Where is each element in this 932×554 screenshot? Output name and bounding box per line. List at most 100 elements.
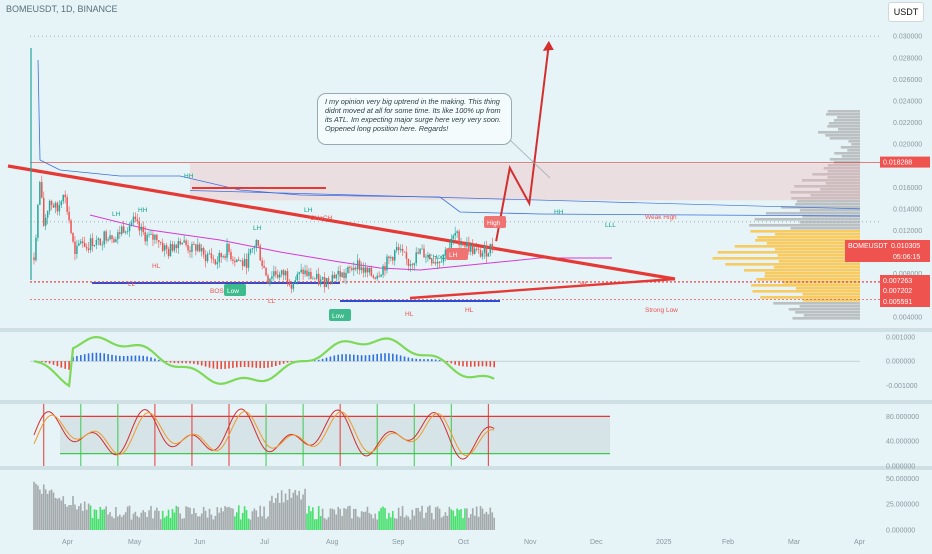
volume-profile-bar	[753, 290, 860, 293]
projection-arrowhead	[543, 41, 554, 51]
volume-axis-tick: 25.000000	[886, 502, 919, 509]
candle-body	[59, 205, 61, 211]
candle-body	[490, 244, 492, 253]
volume-bar	[267, 516, 269, 530]
volume-bar	[415, 508, 417, 530]
candle-body	[318, 274, 320, 285]
volume-bar	[37, 486, 39, 530]
annotation-note[interactable]: I my opinion very big uptrend in the mak…	[317, 93, 512, 145]
volume-bar	[367, 507, 369, 530]
volume-bar	[378, 511, 380, 530]
volume-bar	[195, 513, 197, 530]
label-choch: CHoCH	[310, 215, 333, 222]
x-axis-tick: Apr	[854, 539, 866, 546]
volume-bar	[351, 518, 353, 530]
candle-body	[84, 243, 86, 247]
candle-body	[297, 274, 299, 280]
candle-body	[191, 244, 193, 252]
volume-profile-bar	[756, 278, 860, 281]
volume-bar	[259, 506, 261, 530]
momentum-bar	[80, 355, 82, 361]
label-lh: LH	[253, 225, 262, 232]
momentum-bar	[369, 355, 371, 361]
price-axis-tick: 0.020000	[893, 142, 922, 149]
candle-body	[234, 261, 236, 262]
momentum-bar	[493, 361, 495, 367]
volume-bar	[74, 505, 76, 530]
volume-profile-bar	[773, 302, 860, 305]
volume-bar	[308, 506, 310, 530]
volume-bar	[334, 510, 336, 530]
currency-selector[interactable]: USDT	[888, 2, 924, 22]
candle-body	[451, 239, 453, 248]
volume-profile-bar	[847, 149, 860, 152]
momentum-bar	[119, 356, 121, 361]
volume-bar	[437, 506, 439, 530]
x-axis-tick: May	[128, 539, 142, 546]
momentum-bar	[318, 360, 320, 361]
momentum-bar	[84, 354, 86, 361]
candle-body	[361, 267, 363, 270]
candle-body	[117, 232, 119, 239]
volume-bar	[90, 505, 92, 530]
candle-body	[121, 226, 123, 234]
volume-bar	[88, 504, 90, 530]
candle-body	[213, 258, 215, 259]
candle-body	[70, 220, 72, 233]
candle-body	[376, 276, 378, 279]
momentum-bar	[178, 361, 180, 363]
stoch-axis-tick: 0.000000	[886, 464, 915, 471]
volume-bar	[119, 515, 121, 530]
volume-bar	[361, 511, 363, 530]
volume-bar	[402, 506, 404, 530]
momentum-bar	[154, 359, 156, 362]
candle-body	[474, 249, 476, 254]
momentum-bar	[490, 361, 492, 367]
volume-bar	[199, 516, 201, 530]
volume-bar	[390, 517, 392, 530]
candle-body	[100, 239, 102, 246]
label-lh: LH	[112, 211, 121, 218]
volume-bar	[189, 508, 191, 530]
candle-body	[228, 244, 230, 252]
volume-profile-bar	[755, 218, 860, 221]
candle-body	[258, 240, 260, 246]
candle-body	[343, 272, 345, 278]
momentum-axis-tick: 0.001000	[886, 334, 915, 341]
candle-body	[363, 267, 365, 272]
momentum-bar	[283, 361, 285, 364]
candle-body	[482, 253, 484, 257]
volume-bar	[355, 509, 357, 530]
momentum-bar	[404, 356, 406, 361]
volume-bar	[193, 508, 195, 530]
volume-bar	[172, 509, 174, 530]
candle-body	[111, 235, 113, 239]
candle-body	[129, 226, 131, 232]
candle-body	[423, 249, 425, 258]
momentum-bar	[279, 361, 281, 365]
candle-body	[109, 235, 111, 239]
volume-bar	[386, 519, 388, 530]
candle-body	[185, 240, 187, 245]
candle-body	[68, 212, 70, 221]
candle-body	[256, 240, 257, 247]
candle-body	[408, 259, 410, 266]
momentum-bar	[240, 361, 242, 367]
candle-body	[141, 227, 143, 231]
volume-bar	[398, 508, 400, 530]
volume-bar	[384, 508, 386, 530]
momentum-bar	[423, 359, 425, 361]
momentum-bar	[392, 354, 394, 361]
volume-bar	[476, 507, 478, 530]
candle-body	[259, 246, 261, 261]
volume-bar	[359, 518, 361, 530]
price-axis-tick: 0.022000	[893, 120, 922, 127]
volume-bar	[283, 502, 285, 530]
volume-bar	[86, 510, 88, 530]
candle-body	[96, 240, 98, 245]
price-axis-tick: 0.004000	[893, 314, 922, 321]
volume-bar	[491, 512, 493, 530]
candle-body	[415, 252, 417, 263]
volume-bar	[470, 514, 472, 530]
